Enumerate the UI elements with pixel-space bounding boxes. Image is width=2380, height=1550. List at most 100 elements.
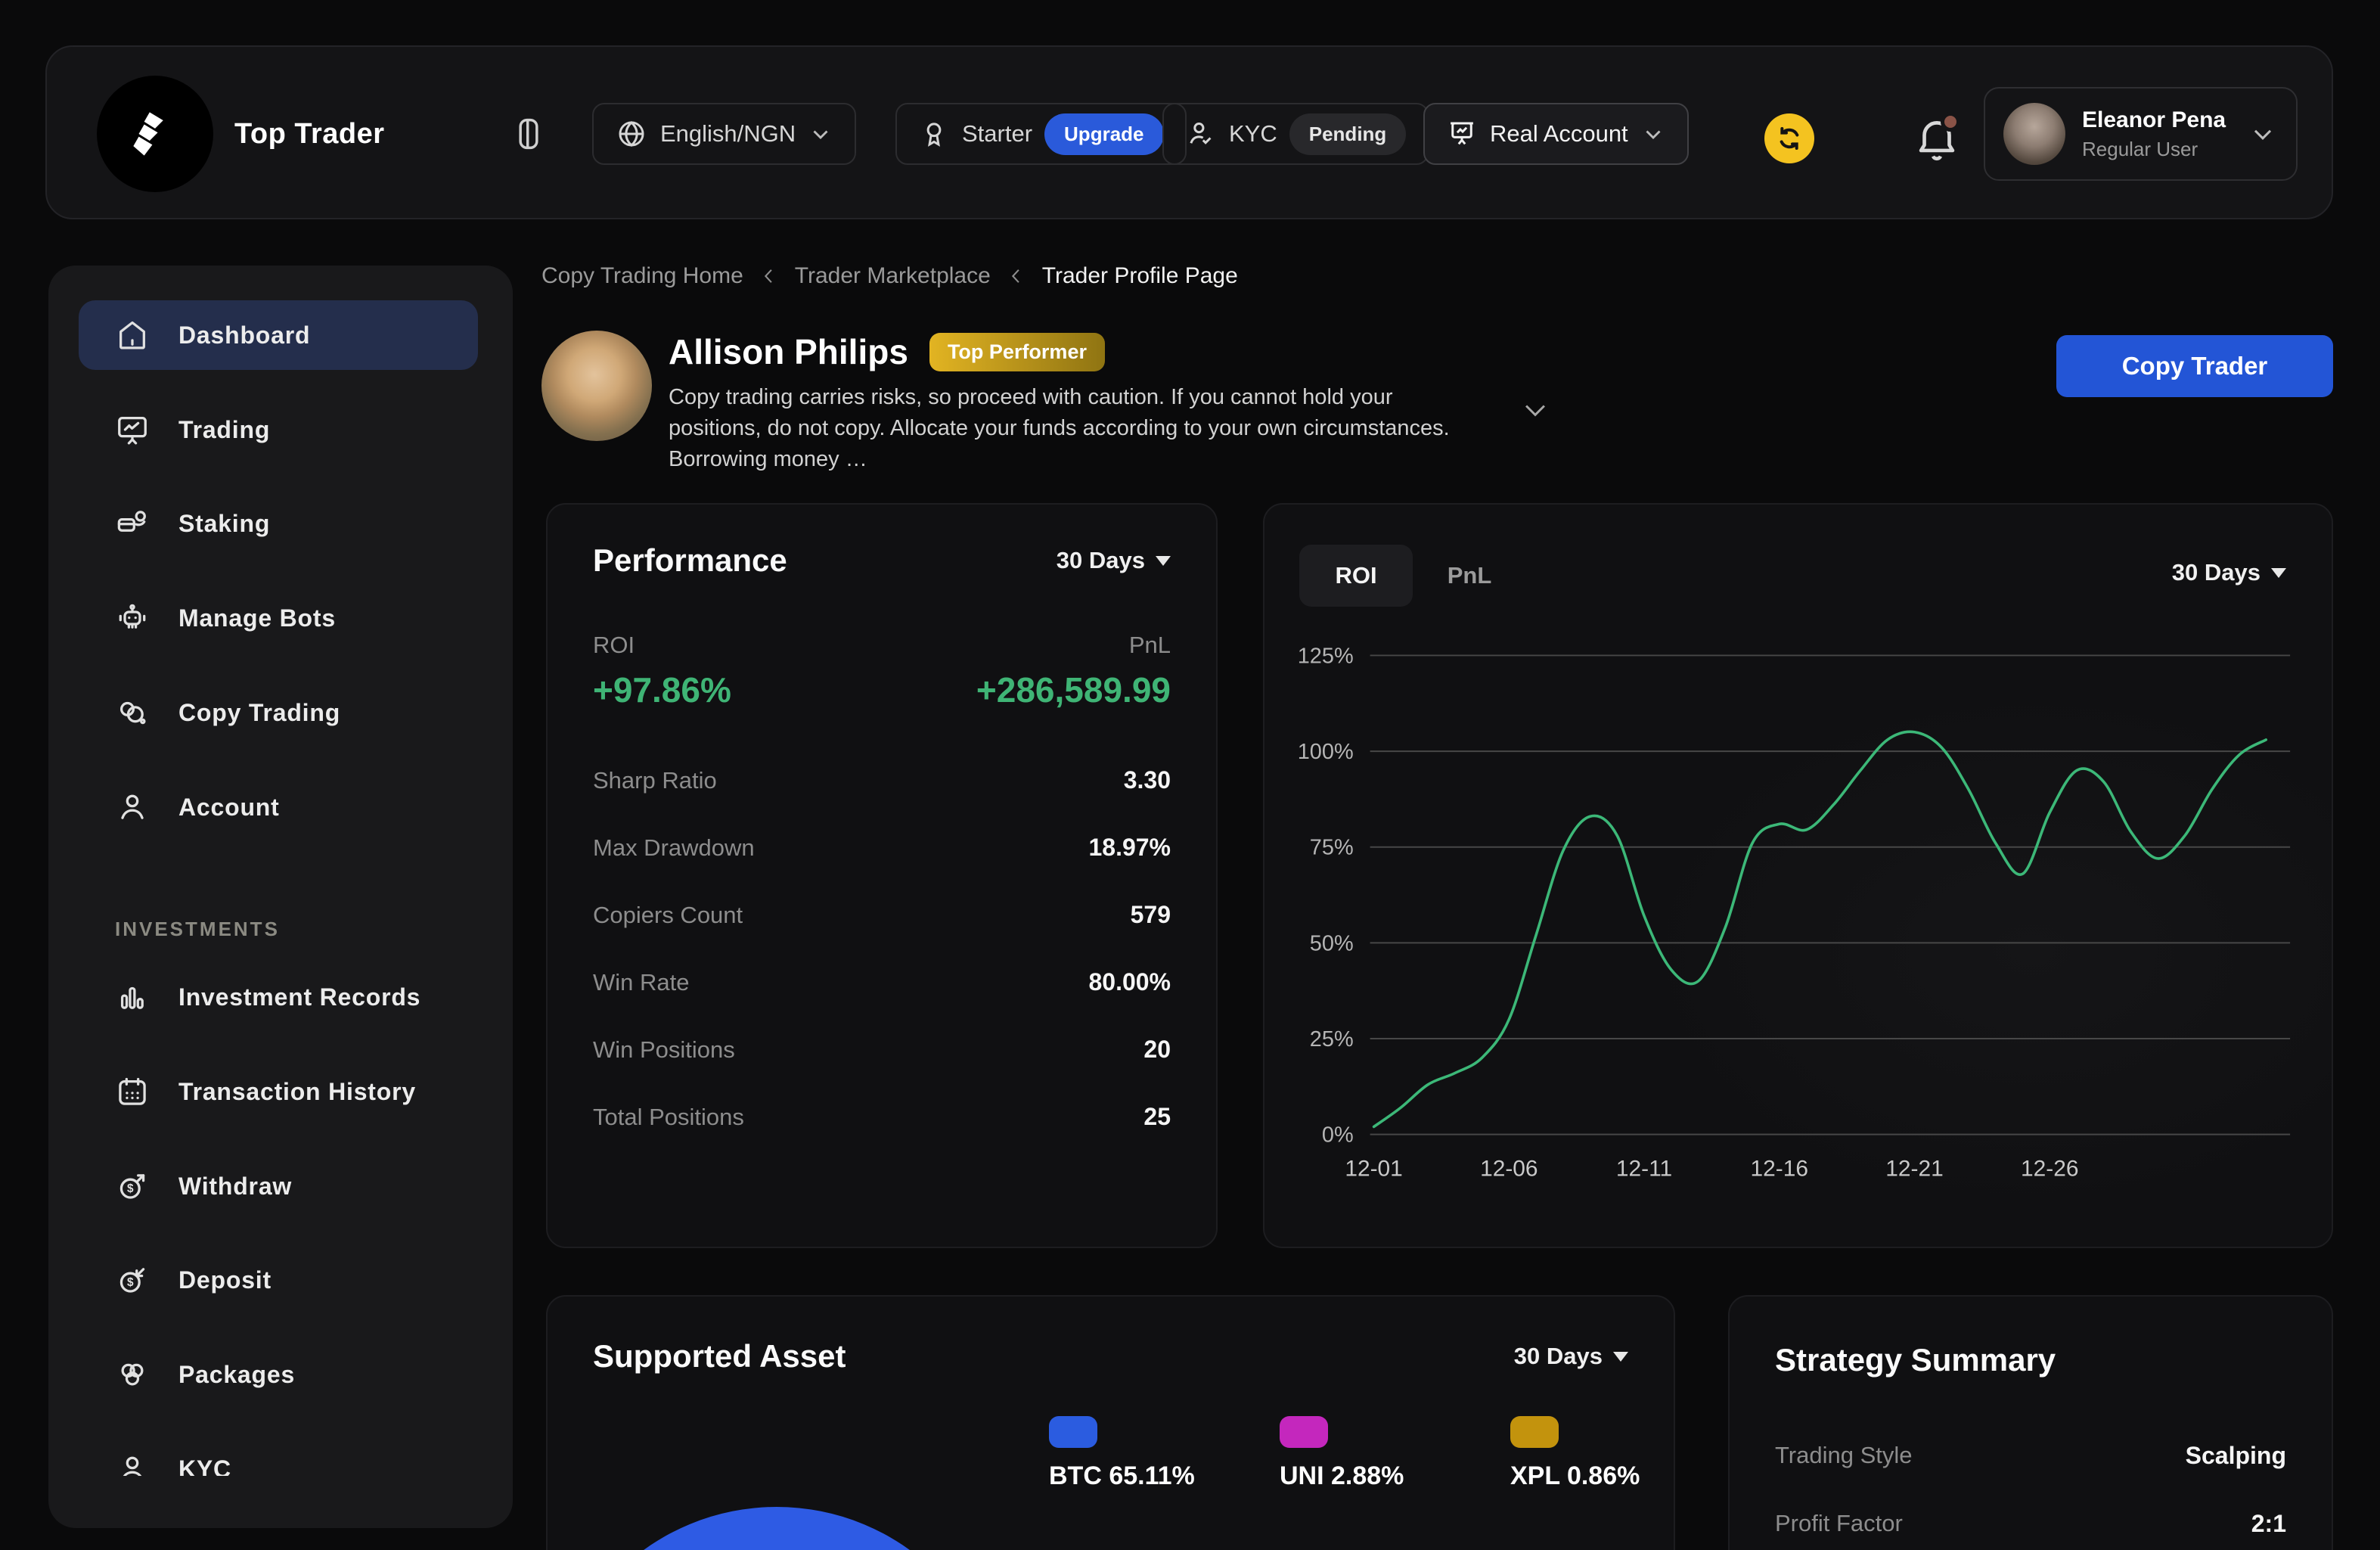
user-menu[interactable]: Eleanor Pena Regular User (1984, 87, 2298, 181)
metric-row-win-positions: Win Positions 20 (593, 1016, 1171, 1083)
sidebar: Dashboard Trading Staking Manage Bots Copy T… (48, 266, 513, 1528)
performance-card: Performance 30 Days ROI PnL +97.86% +286… (546, 503, 1218, 1248)
sidebar-item-withdraw[interactable]: $ Withdraw (79, 1158, 478, 1214)
user-role: Regular User (2082, 137, 2198, 160)
metric-label: Win Rate (593, 968, 690, 996)
legend-item-xpl: XPL 0.86% (1510, 1416, 1640, 1491)
sidebar-item-account[interactable]: Account (79, 779, 478, 835)
metric-row-max-drawdown: Max Drawdown 18.97% (593, 814, 1171, 881)
sync-button[interactable] (1764, 113, 1814, 163)
breadcrumb-item[interactable]: Copy Trading Home (541, 263, 743, 288)
sidebar-item-deposit[interactable]: $ Deposit (79, 1252, 478, 1308)
performance-period-selector[interactable]: 30 Days (1057, 547, 1171, 574)
sidebar-item-manage-bots[interactable]: Manage Bots (79, 590, 478, 646)
strategy-summary-card: Strategy Summary Trading Style Scalping … (1728, 1295, 2333, 1550)
sidebar-item-label: Manage Bots (178, 604, 336, 632)
metric-label: Total Positions (593, 1103, 744, 1130)
calendar-icon (115, 1074, 150, 1109)
strategy-row: Trading Style Scalping (1775, 1421, 2286, 1489)
upgrade-button[interactable]: Upgrade (1044, 113, 1164, 155)
tab-pnl[interactable]: PnL (1447, 562, 1492, 589)
roi-chart-card: ROI PnL 30 Days 125% 100% 75% 50% 25% 0% 12-01… (1263, 503, 2333, 1248)
breadcrumb-item[interactable]: Trader Marketplace (794, 263, 991, 288)
chart-period-selector[interactable]: 30 Days (2172, 559, 2286, 586)
withdraw-icon: $ (115, 1169, 150, 1204)
account-type-selector[interactable]: Real Account (1423, 103, 1689, 165)
sidebar-item-trading[interactable]: Trading (79, 402, 478, 458)
refresh-icon (1780, 127, 1799, 150)
svg-text:12-26: 12-26 (2021, 1156, 2079, 1181)
pnl-value: +286,589.99 (976, 670, 1171, 710)
expand-disclaimer-icon[interactable] (1519, 393, 1552, 430)
roi-value: +97.86% (593, 670, 731, 710)
kyc-chip[interactable]: KYC Pending (1162, 103, 1429, 165)
svg-text:12-16: 12-16 (1751, 1156, 1809, 1181)
plan-chip[interactable]: Starter Upgrade (895, 103, 1187, 165)
sidebar-scroll-area[interactable]: Dashboard Trading Staking Manage Bots Copy T… (48, 266, 513, 1476)
copy-trading-icon (115, 695, 150, 730)
kyc-label: KYC (1229, 120, 1277, 147)
sidebar-item-label: KYC (178, 1455, 231, 1477)
metric-label: Copiers Count (593, 901, 743, 928)
sidebar-item-label: Deposit (178, 1266, 272, 1294)
sidebar-item-investment-records[interactable]: Investment Records (79, 969, 478, 1025)
asset-period-selector[interactable]: 30 Days (1514, 1343, 1628, 1370)
svg-text:12-01: 12-01 (1345, 1156, 1403, 1181)
xpl-swatch (1510, 1416, 1559, 1448)
profit-factor-value: 2:1 (2251, 1509, 2286, 1537)
pnl-label: PnL (1128, 632, 1171, 658)
svg-text:25%: 25% (1310, 1027, 1354, 1051)
notifications-button[interactable] (1912, 112, 1962, 163)
sidebar-item-label: Packages (178, 1360, 296, 1388)
svg-text:$: $ (127, 1276, 134, 1289)
metric-row-sharp-ratio: Sharp Ratio 3.30 (593, 747, 1171, 814)
btc-swatch (1049, 1416, 1097, 1448)
sidebar-item-packages[interactable]: Packages (79, 1347, 478, 1402)
breadcrumb: Copy Trading Home Trader Marketplace Tra… (541, 263, 1238, 289)
svg-text:75%: 75% (1310, 836, 1354, 860)
sidebar-toggle-icon[interactable] (501, 106, 557, 162)
strategy-title: Strategy Summary (1775, 1342, 2056, 1378)
performance-title: Performance (593, 542, 787, 578)
caret-down-icon (1613, 1351, 1628, 1362)
metric-value: 18.97% (1088, 834, 1171, 861)
sidebar-item-transaction-history[interactable]: Transaction History (79, 1064, 478, 1120)
profit-factor-label: Profit Factor (1775, 1510, 1903, 1536)
sidebar-item-staking[interactable]: Staking (79, 495, 478, 551)
sidebar-item-label: Copy Trading (178, 698, 341, 726)
tab-roi[interactable]: ROI (1299, 545, 1413, 607)
copy-trader-button[interactable]: Copy Trader (2056, 335, 2333, 397)
account-type-label: Real Account (1490, 120, 1628, 147)
roi-label: ROI (593, 632, 635, 658)
metric-row-win-rate: Win Rate 80.00% (593, 949, 1171, 1016)
metric-value: 80.00% (1088, 968, 1171, 996)
svg-text:12-06: 12-06 (1480, 1156, 1538, 1181)
sidebar-item-kyc[interactable]: KYC (79, 1441, 478, 1476)
sidebar-item-dashboard[interactable]: Dashboard (79, 300, 478, 370)
strategy-row: Profit Factor 2:1 (1775, 1489, 2286, 1550)
user-name: Eleanor Pena (2082, 107, 2226, 132)
period-value: 30 Days (1513, 1343, 1603, 1369)
person-icon (115, 1452, 150, 1476)
chevron-left-icon (1006, 263, 1027, 289)
roi-line-chart: 125% 100% 75% 50% 25% 0% 12-01 12-06 12-11 12-16 1… (1298, 644, 2291, 1181)
sidebar-item-label: Withdraw (178, 1172, 293, 1200)
brand-logo (97, 76, 213, 192)
chevron-down-icon (808, 121, 833, 147)
language-selector[interactable]: English/NGN (592, 103, 857, 165)
bar-chart-icon (115, 980, 150, 1014)
sidebar-section-investments: INVESTMENTS (115, 918, 280, 940)
xpl-legend-label: XPL 0.86% (1510, 1461, 1640, 1490)
sidebar-item-label: Dashboard (178, 321, 311, 349)
trading-board-icon (115, 412, 150, 447)
sidebar-item-copy-trading[interactable]: Copy Trading (79, 685, 478, 741)
trading-style-label: Trading Style (1775, 1442, 1913, 1468)
chevron-down-icon (2248, 119, 2278, 149)
user-check-icon (1185, 118, 1217, 150)
legend-item-btc: BTC 65.11% (1049, 1416, 1195, 1491)
supported-asset-card: Supported Asset 30 Days BTC 65.11% UNI 2… (546, 1295, 1675, 1550)
kyc-status-badge: Pending (1289, 113, 1407, 155)
svg-text:0%: 0% (1322, 1123, 1354, 1148)
uni-swatch (1280, 1416, 1328, 1448)
